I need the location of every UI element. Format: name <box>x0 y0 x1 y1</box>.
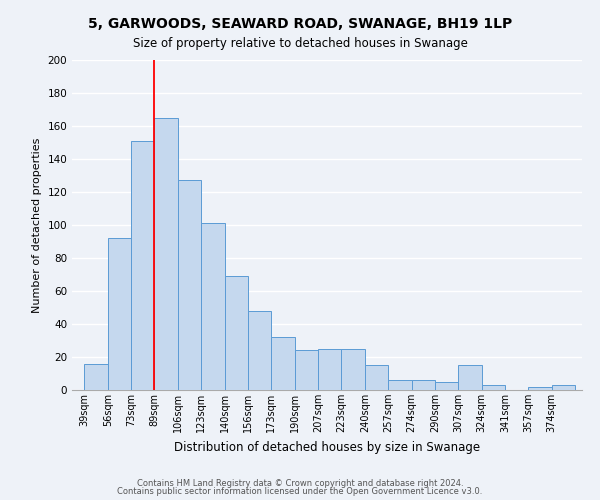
Bar <box>248 311 271 390</box>
Bar <box>271 337 295 390</box>
Bar <box>178 180 201 390</box>
Bar <box>108 238 131 390</box>
Text: Size of property relative to detached houses in Swanage: Size of property relative to detached ho… <box>133 38 467 51</box>
Bar <box>482 385 505 390</box>
Bar <box>529 386 552 390</box>
X-axis label: Distribution of detached houses by size in Swanage: Distribution of detached houses by size … <box>174 440 480 454</box>
Text: Contains public sector information licensed under the Open Government Licence v3: Contains public sector information licen… <box>118 487 482 496</box>
Bar <box>295 350 318 390</box>
Text: 5, GARWOODS, SEAWARD ROAD, SWANAGE, BH19 1LP: 5, GARWOODS, SEAWARD ROAD, SWANAGE, BH19… <box>88 18 512 32</box>
Bar <box>435 382 458 390</box>
Bar <box>365 365 388 390</box>
Text: 5 GARWOODS SEAWARD ROAD: 90sqm
← 30% of detached houses are smaller (262)
69% of: 5 GARWOODS SEAWARD ROAD: 90sqm ← 30% of … <box>0 499 1 500</box>
Bar <box>458 365 482 390</box>
Bar <box>388 380 412 390</box>
Bar <box>131 141 154 390</box>
Bar <box>552 385 575 390</box>
Bar <box>154 118 178 390</box>
Bar <box>412 380 435 390</box>
Text: Contains HM Land Registry data © Crown copyright and database right 2024.: Contains HM Land Registry data © Crown c… <box>137 478 463 488</box>
Bar <box>85 364 108 390</box>
Bar <box>318 349 341 390</box>
Y-axis label: Number of detached properties: Number of detached properties <box>32 138 42 312</box>
Bar <box>224 276 248 390</box>
Bar <box>341 349 365 390</box>
Bar <box>201 224 224 390</box>
